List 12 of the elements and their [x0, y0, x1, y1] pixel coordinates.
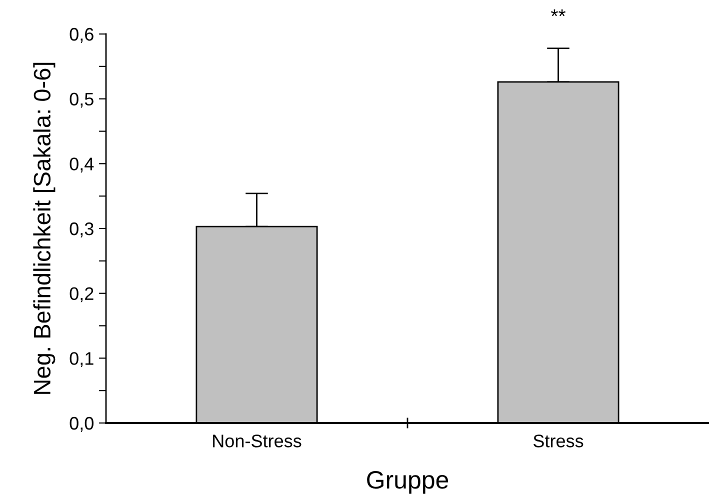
y-tick-label: 0,4: [70, 158, 94, 173]
y-tick-label: 0,2: [70, 287, 94, 302]
y-tick-label: 0,0: [70, 416, 94, 432]
y-tick-label: 0,6: [70, 28, 94, 43]
x-tick-label: Non-Stress: [213, 434, 302, 448]
y-axis-title: Neg. Befindlichkeit [Sakala: 0-6]: [33, 62, 56, 394]
x-axis-title: Gruppe: [367, 471, 448, 494]
x-tick-label: Stress: [533, 434, 584, 448]
y-tick-label: 0,1: [70, 352, 94, 368]
y-tick-label: 0,5: [70, 92, 94, 108]
text: **: [550, 9, 566, 16]
y-tick-label: 0,3: [70, 222, 94, 238]
